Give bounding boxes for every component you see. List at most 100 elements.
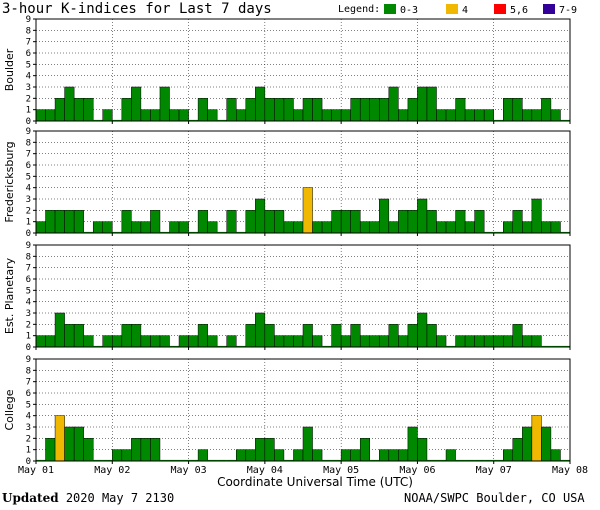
- legend-entry-0-3: 0-3: [384, 4, 418, 17]
- panel-frame: [35, 130, 571, 234]
- k-index-bar: [464, 109, 475, 122]
- k-index-bar: [45, 438, 56, 462]
- k-index-bar: [436, 109, 447, 122]
- k-index-bar: [207, 109, 218, 122]
- k-index-bar: [550, 221, 561, 234]
- k-index-bar: [35, 109, 46, 122]
- k-index-bar: [359, 335, 371, 348]
- k-index-bar: [417, 312, 428, 348]
- y-tick-label: 9: [26, 355, 31, 365]
- k-index-bar: [159, 335, 170, 348]
- k-index-bar: [312, 221, 323, 234]
- k-index-bar: [121, 98, 132, 122]
- y-tick-label: 8: [26, 252, 31, 262]
- panel-label: College: [3, 389, 16, 430]
- k-index-bar: [436, 335, 447, 348]
- y-tick-label: 3: [26, 83, 31, 93]
- k-index-bar: [426, 210, 437, 234]
- y-tick-label: 1: [26, 332, 31, 342]
- k-index-bar: [531, 335, 542, 348]
- y-tick-label: 7: [26, 38, 31, 48]
- k-index-bar: [474, 335, 485, 348]
- k-index-bar: [417, 198, 428, 234]
- k-index-bar: [388, 221, 399, 234]
- k-index-bar: [245, 449, 256, 462]
- updated-timestamp: Updated 2020 May 7 2130: [2, 491, 174, 505]
- k-index-bar: [302, 324, 313, 348]
- data-source: NOAA/SWPC Boulder, CO USA: [404, 491, 585, 505]
- k-index-bar: [293, 335, 304, 348]
- panel-label: Fredericksburg: [3, 141, 16, 222]
- x-tick-label: May 05: [323, 465, 359, 476]
- k-index-bar: [340, 449, 351, 462]
- k-index-bar: [503, 221, 514, 234]
- k-index-bar: [197, 449, 208, 462]
- k-index-bar: [379, 198, 390, 234]
- k-index-bar: [169, 221, 180, 234]
- k-index-bar: [188, 335, 199, 348]
- k-index-bar: [407, 210, 418, 234]
- k-index-bar: [64, 210, 75, 234]
- k-index-bar: [340, 210, 351, 234]
- panel-label: Boulder: [3, 48, 16, 91]
- y-tick-label: 7: [26, 150, 31, 160]
- k-index-bar: [283, 98, 294, 122]
- k-index-bar: [236, 109, 247, 122]
- k-index-bar: [131, 221, 142, 234]
- panel-frame: [35, 244, 571, 348]
- k-index-bar: [379, 335, 390, 348]
- k-index-bar: [522, 335, 533, 348]
- k-index-bar: [274, 335, 285, 348]
- y-tick-label: 8: [26, 26, 31, 36]
- k-index-bar: [445, 449, 456, 462]
- k-index-bar: [388, 324, 399, 348]
- k-index-bar: [531, 415, 542, 462]
- k-index-bar: [92, 221, 104, 234]
- y-tick-label: 8: [26, 138, 31, 148]
- k-index-bar: [369, 335, 380, 348]
- y-tick-label: 4: [26, 412, 31, 422]
- k-index-bar: [379, 449, 390, 462]
- k-index-bar: [54, 415, 65, 462]
- k-index-bar: [102, 221, 113, 234]
- k-index-bar: [426, 324, 437, 348]
- y-tick-label: 5: [26, 60, 31, 70]
- k-index-bar: [54, 312, 65, 348]
- k-index-bar: [293, 109, 304, 122]
- k-index-bar: [150, 335, 161, 348]
- legend-entry-label: 7-9: [559, 5, 578, 16]
- k-index-bar: [531, 109, 542, 122]
- k-index-bar: [45, 109, 56, 122]
- k-index-bar: [255, 312, 266, 348]
- k-index-bar: [131, 324, 142, 348]
- k-index-bar: [522, 109, 533, 122]
- panel-est-planetary: 01 234 567 89 Est. Planetary: [3, 241, 571, 353]
- legend-swatch-yellow: [446, 4, 458, 14]
- y-tick-label: 3: [26, 195, 31, 205]
- k-index-bar: [274, 98, 285, 122]
- y-tick-label: 7: [26, 378, 31, 388]
- panel-fredericksburg: 01 234 567 89 Fredericksburg: [3, 127, 571, 239]
- k-index-bar: [64, 426, 75, 462]
- k-index-bar: [464, 221, 475, 234]
- x-tick-label: May 04: [247, 465, 283, 476]
- k-index-bar: [302, 98, 313, 122]
- y-tick-label: 4: [26, 72, 31, 82]
- k-index-bar: [35, 221, 46, 234]
- k-index-bar: [293, 449, 304, 462]
- k-index-bar: [398, 109, 409, 122]
- k-index-bar: [112, 335, 123, 348]
- chart-title: 3-hour K-indices for Last 7 days: [2, 1, 272, 17]
- k-index-bar: [197, 98, 208, 122]
- k-index-bar: [64, 324, 75, 348]
- k-index-bar: [73, 210, 84, 234]
- k-index-bar: [226, 335, 237, 348]
- panel-boulder: 01 234 567 89 Boulder: [3, 15, 571, 127]
- panel-college: 01 234 567 89 College: [3, 355, 571, 467]
- k-index-bar: [274, 449, 285, 462]
- y-tick-label: 1: [26, 218, 31, 228]
- k-index-bar: [140, 221, 151, 234]
- x-tick-label: May 08: [552, 465, 588, 476]
- k-index-bar: [197, 210, 208, 234]
- k-index-bar: [407, 324, 418, 348]
